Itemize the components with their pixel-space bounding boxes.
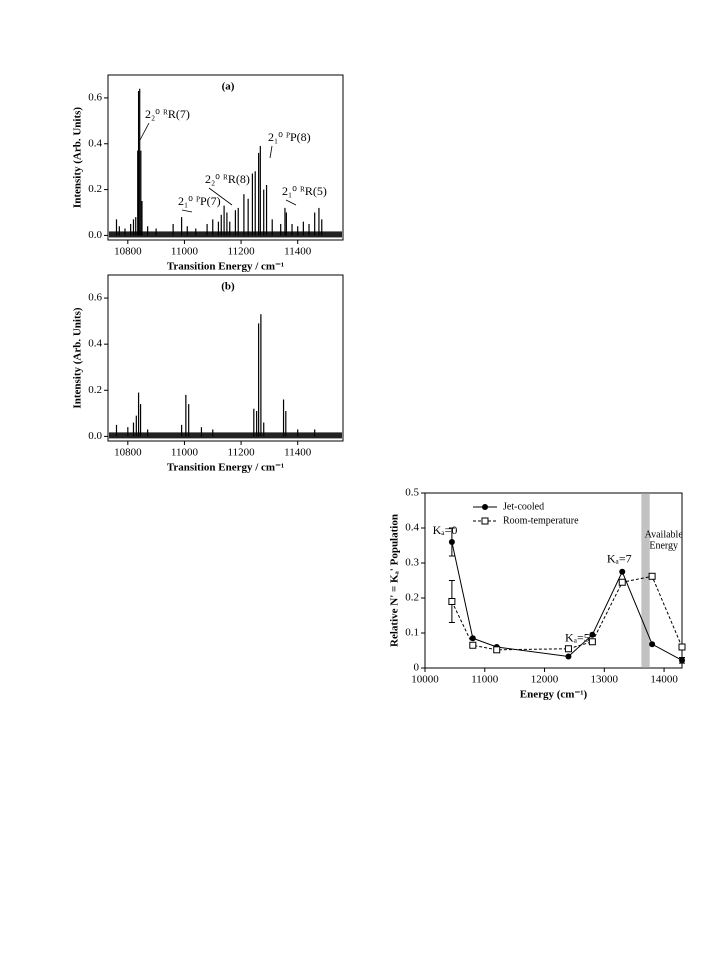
x-tick-label: 11000 [171,447,199,459]
x-tick-label: 11000 [471,674,499,686]
x-tick-label: 10800 [114,447,142,459]
line-assignment: 2₂⁰ ᴿR(7) [145,107,190,121]
y-tick-label: 0.2 [88,384,102,396]
y-tick-label: 0.2 [88,183,102,195]
x-axis-label: Transition Energy / cm⁻¹ [167,261,284,273]
line-assignment: 2₁⁰ ᴾP(8) [268,130,311,144]
annotation: Kₐ=5 [565,631,590,645]
assignment-pointer [285,199,297,206]
y-tick-label: 0.4 [88,137,102,149]
x-tick-label: 13000 [591,674,619,686]
marker [619,568,626,575]
marker [588,638,596,646]
y-tick-label: 0.5 [405,487,419,499]
plot-frame [107,74,344,241]
x-tick-label: 11000 [171,246,199,258]
assignment-pointer [181,209,193,213]
series-line [451,575,683,651]
assignment-pointer [208,187,233,206]
marker [678,643,686,651]
marker [648,572,656,580]
x-tick-label: 11400 [284,447,312,459]
x-tick-label: 12000 [531,674,559,686]
x-tick-label: 11400 [284,246,312,258]
marker [493,646,501,654]
x-tick-label: 11200 [228,246,256,258]
y-axis-label: Relative N' = Kₐ' Population [389,514,401,647]
x-axis-label: Energy (cm⁻¹) [520,689,588,701]
marker [469,635,476,642]
noise-floor [109,231,342,238]
marker [448,598,456,605]
line-assignment: 2₁⁰ ᴾP(7) [178,194,221,208]
noise-floor [109,432,342,439]
y-tick-label: 0.3 [405,557,419,569]
legend-label: Room-temperature [503,515,579,526]
x-tick-label: 14000 [650,674,678,686]
legend-marker [482,504,488,510]
y-axis-label: Intensity (Arb. Units) [72,307,84,408]
annotation: Kₐ=0 [433,523,458,537]
marker [448,539,455,545]
y-tick-label: 0.4 [88,338,102,350]
shaded-label: Available [645,529,684,540]
y-tick-label: 0.6 [88,91,102,103]
marker [589,631,596,638]
y-tick-label: 0 [414,662,420,674]
shaded-label: Energy [649,540,678,551]
panel-label: (b) [221,281,235,293]
plot-frame [424,492,683,669]
y-tick-label: 0.0 [88,229,102,241]
y-tick-label: 0.6 [88,292,102,304]
marker [564,645,572,653]
line-assignment: 2₂⁰ ᴿR(8) [205,172,250,186]
y-axis-label: Intensity (Arb. Units) [72,107,84,208]
legend-marker [481,517,489,525]
marker [469,641,477,649]
assignment-pointer [269,145,273,159]
x-tick-label: 10000 [411,674,439,686]
x-axis-label: Transition Energy / cm⁻¹ [167,462,284,474]
marker [679,657,685,664]
panel-label: (a) [222,81,235,93]
assignment-pointer [139,122,150,141]
plot-frame [107,274,344,442]
y-tick-label: 0.1 [405,627,419,639]
y-tick-label: 0.2 [405,592,419,604]
x-tick-label: 11200 [228,447,256,459]
x-tick-label: 10800 [114,246,142,258]
legend-label: Jet-cooled [503,501,544,512]
y-tick-label: 0.4 [405,522,419,534]
annotation: Kₐ=7 [607,551,632,565]
shaded-region [641,493,650,668]
marker [618,578,626,586]
marker [565,653,572,660]
y-tick-label: 0.0 [88,430,102,442]
marker [649,641,656,648]
line-assignment: 2₁⁰ ᴿR(5) [282,184,327,198]
